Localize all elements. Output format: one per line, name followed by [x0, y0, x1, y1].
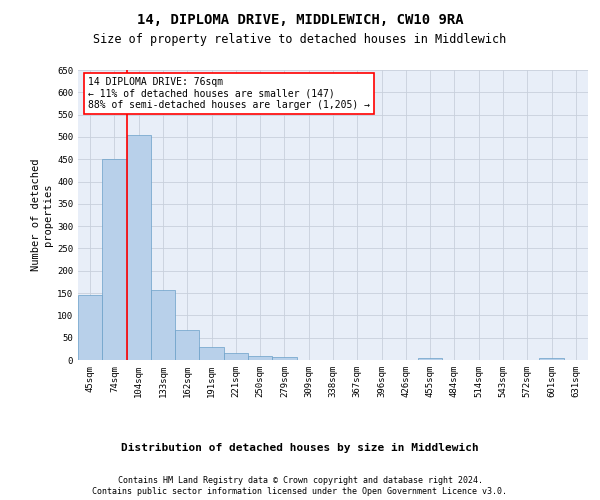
Bar	[224, 354, 248, 360]
Y-axis label: Number of detached
properties: Number of detached properties	[31, 159, 53, 271]
Bar	[175, 330, 199, 360]
Bar	[248, 356, 272, 360]
Bar	[151, 290, 175, 360]
Bar	[127, 134, 151, 360]
Text: Distribution of detached houses by size in Middlewich: Distribution of detached houses by size …	[121, 442, 479, 452]
Bar	[539, 358, 564, 360]
Bar	[78, 296, 102, 360]
Bar	[272, 357, 296, 360]
Bar	[199, 346, 224, 360]
Text: 14, DIPLOMA DRIVE, MIDDLEWICH, CW10 9RA: 14, DIPLOMA DRIVE, MIDDLEWICH, CW10 9RA	[137, 12, 463, 26]
Text: 14 DIPLOMA DRIVE: 76sqm
← 11% of detached houses are smaller (147)
88% of semi-d: 14 DIPLOMA DRIVE: 76sqm ← 11% of detache…	[88, 77, 370, 110]
Bar	[418, 358, 442, 360]
Text: Size of property relative to detached houses in Middlewich: Size of property relative to detached ho…	[94, 32, 506, 46]
Text: Contains public sector information licensed under the Open Government Licence v3: Contains public sector information licen…	[92, 488, 508, 496]
Text: Contains HM Land Registry data © Crown copyright and database right 2024.: Contains HM Land Registry data © Crown c…	[118, 476, 482, 485]
Bar	[102, 159, 127, 360]
